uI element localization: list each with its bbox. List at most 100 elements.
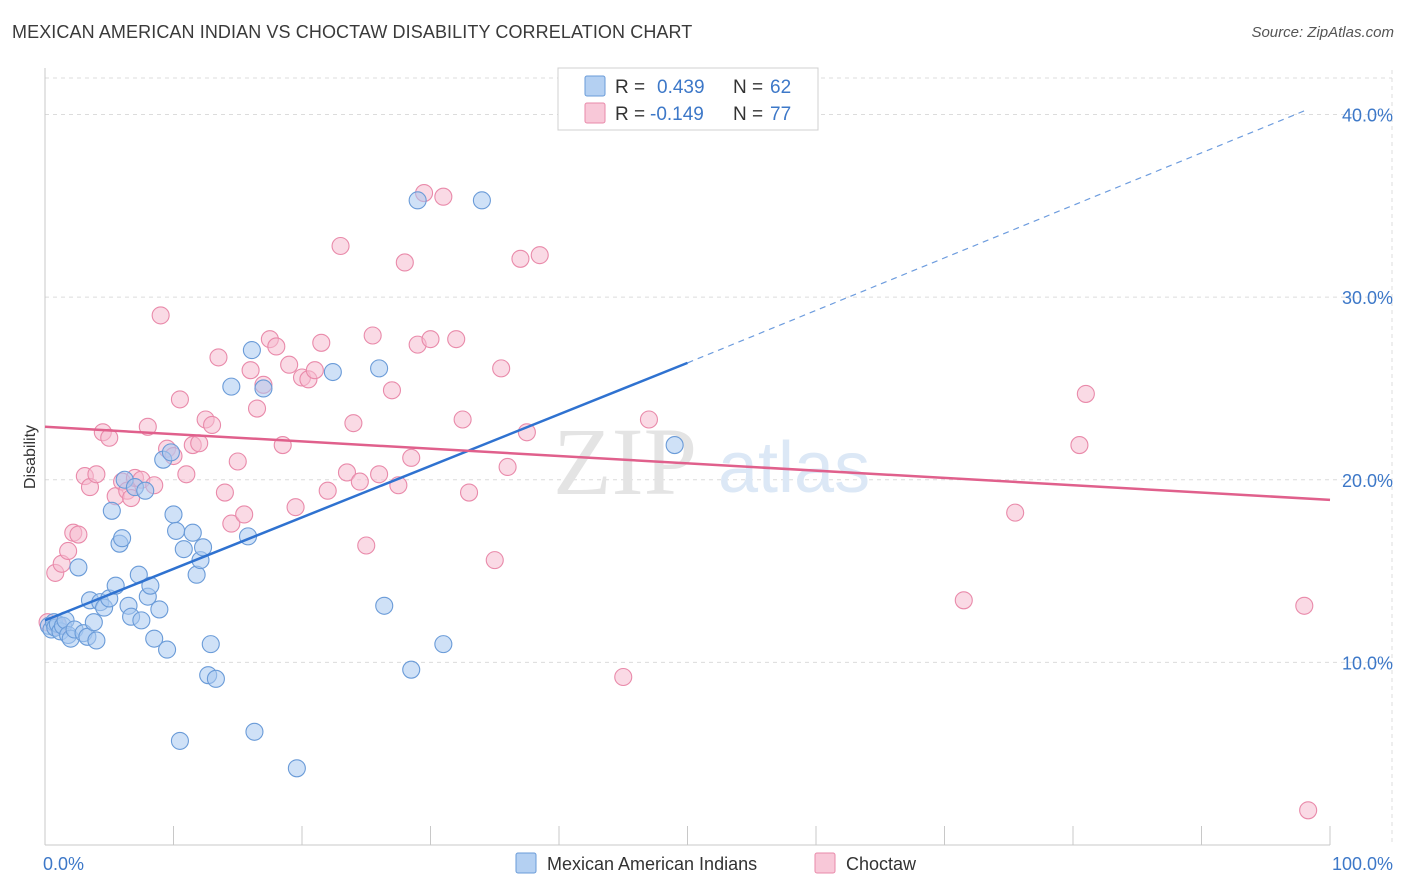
stats-legend: R = 0.439 N = 62 R = -0.149 N = 77 — [557, 67, 819, 131]
pink-point-24 — [177, 465, 196, 484]
trend-lines — [44, 110, 1331, 622]
pink-point-51 — [357, 536, 376, 555]
y-tick-label-0: 10.0% — [1342, 653, 1393, 673]
blue-trend-line-extension — [687, 110, 1305, 364]
pink-point-35 — [247, 399, 267, 418]
pink-point-18 — [138, 417, 157, 436]
bottom-legend-swatch-pink — [814, 852, 836, 874]
legend-r-label-blue: R = — [615, 77, 645, 98]
pink-point-53 — [370, 465, 389, 484]
pink-point-41 — [286, 498, 305, 517]
pink-point-29 — [209, 348, 228, 367]
y-tick-label-1: 20.0% — [1342, 471, 1393, 491]
pink-point-45 — [312, 333, 331, 352]
source-credit: Source: ZipAtlas.com — [1251, 24, 1394, 41]
blue-point-38 — [164, 505, 183, 524]
pink-point-33 — [235, 505, 254, 524]
blue-point-47 — [201, 635, 220, 654]
chart-title: MEXICAN AMERICAN INDIAN VS CHOCTAW DISAB… — [12, 22, 693, 42]
x-tick-label-0: 0.0% — [43, 854, 84, 874]
blue-point-39 — [167, 521, 186, 540]
pink-point-65 — [485, 551, 504, 570]
blue-point-15 — [84, 613, 103, 632]
blue-point-33 — [145, 629, 164, 648]
blue-point-58 — [402, 660, 421, 679]
watermark: ZIP atlas — [553, 408, 870, 515]
y-axis-ticks: 10.0% 20.0% 30.0% 40.0% — [1342, 106, 1393, 674]
pink-point-77 — [1295, 596, 1314, 615]
pink-point-56 — [395, 253, 414, 272]
blue-point-51 — [242, 341, 261, 360]
pink-point-71 — [614, 667, 633, 687]
pink-point-52 — [363, 326, 382, 345]
blue-point-49 — [222, 377, 241, 396]
blue-point-41 — [174, 540, 193, 559]
blue-point-59 — [408, 191, 427, 210]
pink-point-48 — [337, 463, 357, 482]
pink-point-46 — [318, 481, 337, 500]
legend-n-label-pink: N = — [733, 104, 763, 125]
blue-point-52 — [245, 722, 264, 741]
pink-point-62 — [447, 330, 466, 349]
blue-point-20 — [102, 501, 121, 520]
legend-r-value-blue: 0.439 — [657, 77, 705, 98]
blue-point-62 — [665, 436, 684, 455]
blue-point-16 — [87, 631, 106, 650]
pink-point-26 — [190, 434, 209, 453]
pink-point-64 — [459, 483, 479, 502]
legend-n-label-blue: N = — [733, 77, 763, 98]
pink-point-44 — [305, 361, 324, 380]
blue-trend-line — [44, 361, 688, 622]
blue-point-36 — [158, 640, 177, 659]
pink-point-40 — [280, 355, 299, 374]
y-axis-label: Disability — [22, 425, 39, 489]
pink-point-76 — [1076, 384, 1095, 403]
pink-point-78 — [1299, 801, 1318, 820]
pink-point-47 — [331, 236, 350, 256]
pink-point-70 — [530, 246, 549, 265]
bottom-legend-swatch-blue — [515, 852, 537, 874]
blue-point-61 — [472, 191, 491, 210]
pink-point-66 — [492, 359, 511, 378]
pink-point-38 — [267, 337, 286, 356]
x-tick-label-1: 100.0% — [1332, 854, 1393, 874]
pink-point-49 — [344, 414, 363, 433]
blue-point-30 — [136, 481, 155, 500]
blue-point-11 — [69, 558, 88, 577]
pink-point-68 — [511, 249, 530, 268]
y-tick-label-3: 40.0% — [1342, 106, 1393, 126]
blue-point-45 — [194, 538, 213, 557]
pink-point-50 — [350, 472, 369, 491]
pink-point-30 — [215, 483, 234, 502]
pink-point-73 — [954, 591, 973, 610]
pink-point-31 — [222, 514, 241, 533]
blue-point-23 — [113, 529, 132, 548]
bottom-legend-label-pink: Choctaw — [846, 854, 917, 874]
mexican-american-indian-points — [39, 191, 684, 778]
blue-point-34 — [150, 600, 169, 619]
legend-n-value-blue: 62 — [770, 77, 791, 98]
legend-swatch-blue — [584, 75, 606, 97]
watermark-atlas: atlas — [718, 428, 870, 508]
pink-point-6 — [69, 525, 88, 544]
pink-point-54 — [382, 381, 402, 400]
blue-point-48 — [206, 669, 225, 688]
pink-point-74 — [1006, 503, 1025, 522]
pink-point-60 — [421, 330, 440, 349]
y-tick-label-2: 30.0% — [1342, 288, 1393, 308]
bottom-legend-label-blue: Mexican American Indians — [547, 854, 757, 874]
blue-point-37 — [161, 443, 180, 462]
x-axis-ticks: 0.0% 100.0% — [43, 854, 1393, 874]
legend-r-label-pink: R = — [615, 104, 645, 125]
pink-point-61 — [434, 187, 453, 206]
blue-point-54 — [287, 759, 306, 778]
pink-point-72 — [639, 410, 659, 429]
blue-point-60 — [434, 635, 453, 654]
pink-point-63 — [453, 410, 472, 429]
pink-point-57 — [402, 448, 421, 467]
pink-point-75 — [1070, 436, 1089, 455]
blue-point-57 — [375, 596, 394, 615]
axes — [44, 68, 1331, 846]
pink-point-32 — [228, 452, 247, 471]
